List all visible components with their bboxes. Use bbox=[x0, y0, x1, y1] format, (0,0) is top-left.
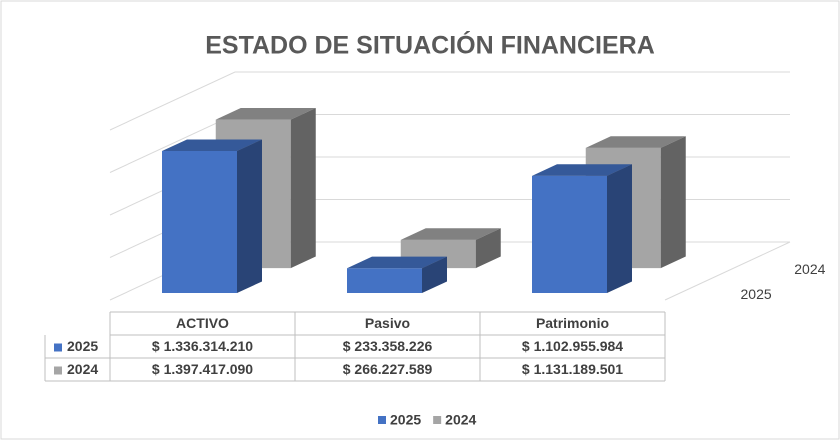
bar-front bbox=[162, 151, 237, 294]
data-label: $ 1.397.417.090 bbox=[152, 361, 253, 377]
bar bbox=[162, 139, 262, 294]
bar-top bbox=[347, 256, 447, 269]
bar-front bbox=[347, 268, 422, 294]
depth-label: 2025 bbox=[741, 286, 772, 302]
data-label: $ 1.102.955.984 bbox=[522, 338, 623, 354]
legend-label: 2025 bbox=[390, 412, 421, 428]
bar-side bbox=[475, 228, 501, 269]
bar bbox=[347, 256, 447, 294]
table-row-label: 2024 bbox=[67, 361, 98, 377]
table-key bbox=[54, 343, 62, 352]
bar bbox=[532, 164, 632, 294]
grid-line bbox=[109, 71, 790, 131]
data-label: $ 233.358.226 bbox=[343, 338, 433, 354]
data-label: $ 1.131.189.501 bbox=[522, 361, 623, 377]
bar-side bbox=[290, 108, 316, 269]
bar-top bbox=[162, 139, 262, 152]
legend-swatch bbox=[378, 416, 386, 424]
bar-side bbox=[422, 256, 447, 294]
bar-top bbox=[585, 136, 686, 148]
bar-top bbox=[400, 228, 501, 240]
chart-title: ESTADO DE SITUACIÓN FINANCIERA bbox=[205, 30, 655, 60]
bar-top bbox=[532, 164, 632, 176]
bar-front bbox=[532, 175, 607, 294]
depth-label: 2024 bbox=[794, 261, 825, 277]
floor-edge bbox=[664, 241, 791, 301]
bar-side bbox=[607, 164, 632, 294]
bar-side bbox=[660, 136, 686, 269]
data-label: $ 266.227.589 bbox=[343, 361, 433, 377]
bar-top bbox=[215, 108, 316, 120]
data-label: $ 1.336.314.210 bbox=[152, 338, 253, 354]
table-key bbox=[54, 366, 62, 375]
legend-swatch bbox=[433, 416, 442, 424]
table-row-label: 2025 bbox=[67, 338, 98, 354]
table-header: Pasivo bbox=[365, 315, 410, 331]
table-header: ACTIVO bbox=[176, 315, 229, 331]
legend-label: 2024 bbox=[445, 412, 476, 428]
table-header: Patrimonio bbox=[536, 315, 609, 331]
bar-side bbox=[237, 139, 262, 294]
